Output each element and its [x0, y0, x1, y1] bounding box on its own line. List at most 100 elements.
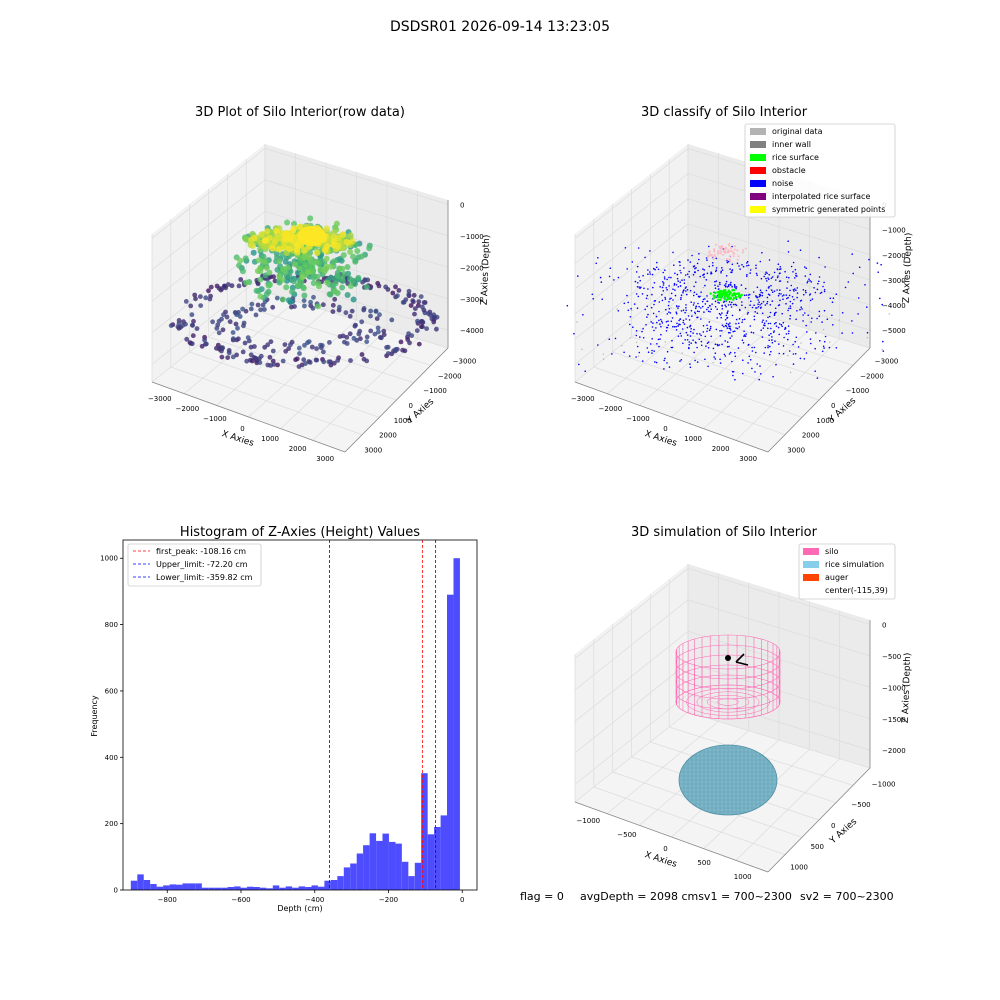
data-point [266, 269, 273, 276]
noise-point [761, 294, 764, 297]
noise-point [719, 335, 722, 337]
noise-point [689, 363, 691, 365]
z-tick-label: −1500 [882, 716, 906, 724]
histogram-bar [395, 843, 402, 890]
data-point [248, 306, 254, 312]
histogram-bar [195, 883, 202, 890]
noise-point [667, 304, 670, 307]
data-point [328, 274, 334, 281]
noise-point [757, 296, 759, 298]
noise-point [592, 298, 594, 300]
noise-point [723, 284, 726, 287]
noise-point [688, 341, 691, 343]
noise-point [709, 311, 711, 313]
data-point [276, 245, 283, 253]
noise-point [734, 352, 736, 354]
data-point [216, 330, 222, 336]
noise-point [748, 297, 750, 299]
data-point [275, 362, 280, 368]
interp-point [717, 250, 720, 253]
noise-point [706, 324, 708, 327]
noise-point [689, 335, 692, 337]
noise-point [650, 321, 652, 323]
histogram-bar [221, 887, 228, 890]
data-point [296, 265, 303, 272]
noise-point [793, 288, 796, 290]
histogram-bar [182, 883, 189, 890]
noise-point [706, 295, 708, 297]
interp-point [716, 252, 719, 255]
noise-point [769, 322, 772, 325]
legend-swatch-auger [803, 574, 819, 581]
rice-surface-point [732, 298, 735, 301]
noise-point [768, 259, 771, 261]
noise-point [675, 312, 678, 315]
noise-point [751, 350, 754, 352]
noise-point [730, 271, 732, 274]
noise-point [656, 261, 658, 264]
noise-point [818, 310, 821, 313]
data-point [330, 309, 336, 314]
noise-point [787, 332, 790, 335]
data-point [340, 252, 347, 259]
data-point [297, 351, 302, 356]
data-point [363, 284, 370, 290]
noise-point [778, 343, 780, 345]
grid-line [687, 273, 871, 331]
x-tick-label: −1000 [203, 415, 227, 423]
noise-point [767, 327, 769, 330]
noise-point [694, 267, 696, 270]
data-point [257, 276, 264, 283]
data-point [280, 358, 286, 364]
noise-point [677, 335, 680, 338]
data-point [389, 317, 395, 323]
histogram-bar [324, 880, 331, 890]
noise-point [755, 267, 757, 269]
data-point [376, 283, 382, 289]
noise-point [690, 330, 692, 333]
noise-point [649, 273, 651, 275]
noise-point [864, 284, 866, 286]
noise-point [645, 297, 648, 300]
noise-point [680, 298, 682, 301]
data-point [323, 263, 330, 270]
interp-point [728, 242, 731, 245]
data-point [203, 295, 209, 301]
panel-4-zlabel: Z Axies (Depth) [901, 653, 913, 724]
data-point [368, 313, 373, 319]
histogram-bar [240, 887, 247, 890]
noise-point [689, 261, 692, 263]
noise-point [707, 341, 710, 344]
noise-point [742, 372, 744, 375]
noise-point [684, 339, 686, 341]
rice-surface-point [731, 294, 734, 297]
data-point [274, 295, 280, 301]
noise-point [712, 262, 714, 264]
noise-point [788, 294, 791, 297]
legend-swatch-interp [750, 193, 766, 200]
noise-point [764, 346, 767, 349]
noise-point [639, 336, 641, 338]
noise-point [692, 304, 695, 306]
noise-point [652, 312, 655, 315]
rice-surface-point [736, 292, 739, 295]
noise-point [679, 281, 681, 284]
legend-label-noise: noise [772, 179, 793, 188]
data-point [395, 293, 400, 299]
noise-point [739, 309, 741, 312]
noise-point [624, 247, 627, 249]
noise-point [729, 303, 732, 306]
x-tick-label: 2000 [712, 445, 730, 453]
noise-point [707, 365, 709, 368]
y-tick-label: −3000 [453, 357, 477, 365]
noise-point [759, 289, 762, 292]
data-point [230, 354, 236, 360]
noise-point [681, 328, 684, 330]
noise-point [678, 323, 680, 326]
interp-point [732, 255, 735, 258]
simulation-3d-plot: −2000 −1500 −1000 −500 0 −1000 −500 0 500 1000 −10… [574, 564, 906, 881]
legend-label-original: original data [772, 127, 823, 136]
data-point [330, 229, 338, 236]
data-point [294, 242, 301, 249]
